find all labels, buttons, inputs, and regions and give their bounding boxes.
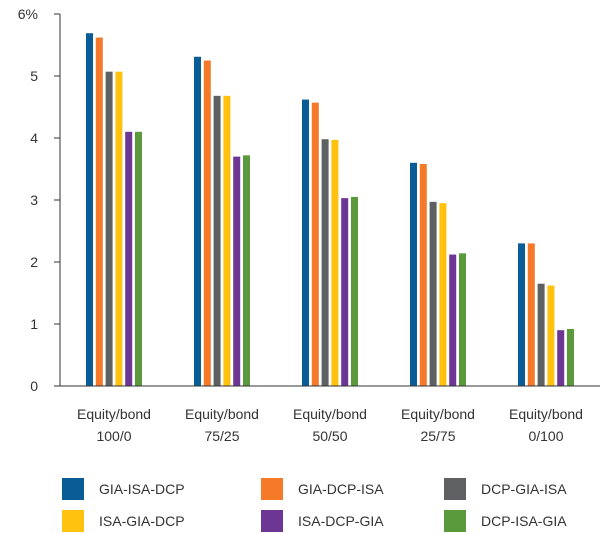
bar-dcp-isa-gia-1 [243, 155, 250, 386]
legend: GIA-ISA-DCP GIA-DCP-ISA DCP-GIA-ISA ISA-GIA… [62, 478, 567, 532]
x-axis-category-labels: Equity/bond 100/0 Equity/bond 75/25 Equity/b… [77, 406, 583, 444]
bar-gia-isa-dcp-2 [302, 99, 309, 386]
bar-dcp-gia-isa-1 [213, 95, 221, 386]
bar-dcp-isa-gia-0 [135, 131, 142, 386]
x-category-label: Equity/bond [509, 406, 583, 422]
legend-swatch [62, 478, 84, 500]
bars [86, 33, 574, 387]
x-category-label: 0/100 [528, 428, 563, 444]
bar-gia-dcp-isa-4 [527, 243, 535, 386]
bar-gia-dcp-isa-3 [419, 164, 427, 386]
bar-isa-dcp-gia-0 [125, 131, 133, 386]
x-category-label: Equity/bond [77, 406, 151, 422]
bar-dcp-gia-isa-2 [321, 139, 329, 386]
bar-isa-gia-dcp-0 [115, 71, 123, 386]
bar-dcp-gia-isa-4 [537, 283, 545, 386]
bar-dcp-gia-isa-0 [105, 71, 113, 386]
bar-gia-isa-dcp-3 [410, 162, 417, 386]
y-axis-ticks: 0 1 2 3 4 5 6% [18, 6, 60, 394]
legend-swatch [261, 510, 283, 532]
bar-isa-dcp-gia-1 [233, 156, 241, 386]
bar-dcp-isa-gia-2 [351, 196, 358, 386]
x-category-label: 25/75 [420, 428, 455, 444]
y-tick-label: 0 [30, 378, 38, 394]
legend-label: ISA-DCP-GIA [298, 513, 384, 529]
y-tick-label: 3 [30, 192, 38, 208]
x-category-label: Equity/bond [401, 406, 475, 422]
legend-label: GIA-ISA-DCP [99, 481, 185, 497]
bar-gia-dcp-isa-2 [311, 102, 319, 386]
legend-label: DCP-ISA-GIA [481, 513, 567, 529]
x-category-label: Equity/bond [185, 406, 259, 422]
legend-label: ISA-GIA-DCP [99, 513, 185, 529]
y-tick-label: 6% [18, 6, 38, 22]
bar-gia-isa-dcp-4 [518, 243, 525, 386]
legend-label: DCP-GIA-ISA [481, 481, 567, 497]
legend-swatch [261, 478, 283, 500]
y-tick-label: 1 [30, 316, 38, 332]
bar-isa-dcp-gia-2 [341, 198, 349, 386]
bar-isa-gia-dcp-3 [439, 203, 447, 386]
bar-dcp-isa-gia-4 [567, 328, 574, 386]
x-category-label: 75/25 [204, 428, 239, 444]
legend-swatch [62, 510, 84, 532]
legend-swatch [444, 510, 466, 532]
y-tick-label: 5 [30, 68, 38, 84]
x-category-label: 100/0 [96, 428, 131, 444]
bar-isa-gia-dcp-2 [331, 139, 339, 386]
bar-isa-dcp-gia-3 [449, 254, 457, 386]
bar-gia-dcp-isa-0 [95, 37, 103, 387]
x-category-label: 50/50 [312, 428, 347, 444]
bar-isa-dcp-gia-4 [557, 330, 565, 386]
y-tick-label: 4 [30, 130, 38, 146]
legend-swatch [444, 478, 466, 500]
bar-gia-dcp-isa-1 [203, 60, 211, 386]
x-category-label: Equity/bond [293, 406, 367, 422]
bar-dcp-gia-isa-3 [429, 201, 437, 386]
legend-label: GIA-DCP-ISA [298, 481, 384, 497]
bar-gia-isa-dcp-1 [194, 56, 201, 386]
bar-gia-isa-dcp-0 [86, 33, 93, 386]
bar-dcp-isa-gia-3 [459, 253, 466, 386]
bar-isa-gia-dcp-4 [547, 285, 555, 386]
bar-isa-gia-dcp-1 [223, 95, 231, 386]
y-tick-label: 2 [30, 254, 38, 270]
